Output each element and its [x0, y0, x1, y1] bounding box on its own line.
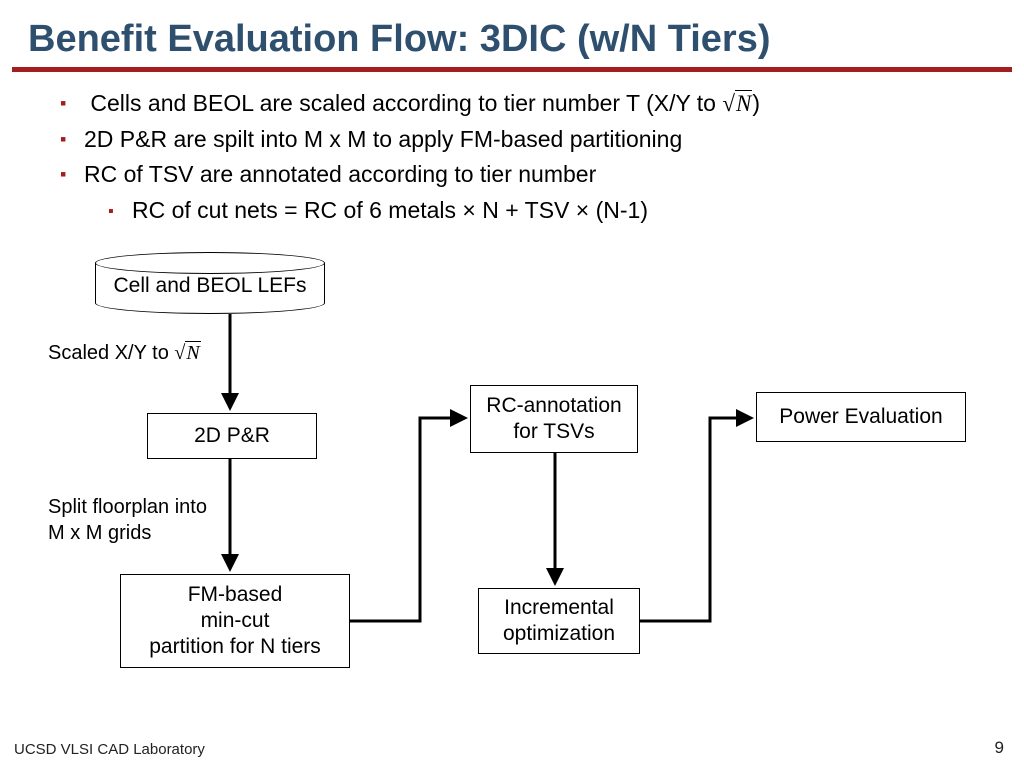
node-rc-annotation: RC-annotation for TSVs — [470, 385, 638, 453]
node-fm-partition: FM-based min-cut partition for N tiers — [120, 574, 350, 668]
title-rule — [12, 67, 1012, 72]
bullet-1: Cells and BEOL are scaled according to t… — [60, 86, 1014, 122]
bullet-1-text-pre: Cells and BEOL are scaled according to t… — [90, 90, 722, 116]
page-title: Benefit Evaluation Flow: 3DIC (w/N Tiers… — [0, 0, 1024, 67]
bullet-3: RC of TSV are annotated according to tie… — [60, 157, 1014, 228]
node-power-eval: Power Evaluation — [756, 392, 966, 442]
sqrt-n-inline: √N — [722, 90, 752, 116]
bullet-2: 2D P&R are spilt into M x M to apply FM-… — [60, 122, 1014, 158]
page-number: 9 — [995, 738, 1004, 758]
cyl-label: Cell and BEOL LEFs — [95, 274, 325, 298]
bullet-1-text-post: ) — [752, 90, 760, 116]
edge-label-split: Split floorplan into M x M grids — [48, 494, 207, 546]
footer-lab: UCSD VLSI CAD Laboratory — [14, 741, 205, 758]
node-cylinder-lefs: Cell and BEOL LEFs — [95, 252, 325, 314]
node-incremental-opt: Incremental optimization — [478, 588, 640, 654]
flowchart: Cell and BEOL LEFs Scaled X/Y to √N 2D P… — [0, 240, 1024, 720]
bullet-3a: RC of cut nets = RC of 6 metals × N + TS… — [132, 193, 1014, 229]
bullet-list: Cells and BEOL are scaled according to t… — [0, 82, 1024, 229]
edge-label-scaled: Scaled X/Y to √N — [48, 340, 201, 366]
node-2d-pr: 2D P&R — [147, 413, 317, 459]
